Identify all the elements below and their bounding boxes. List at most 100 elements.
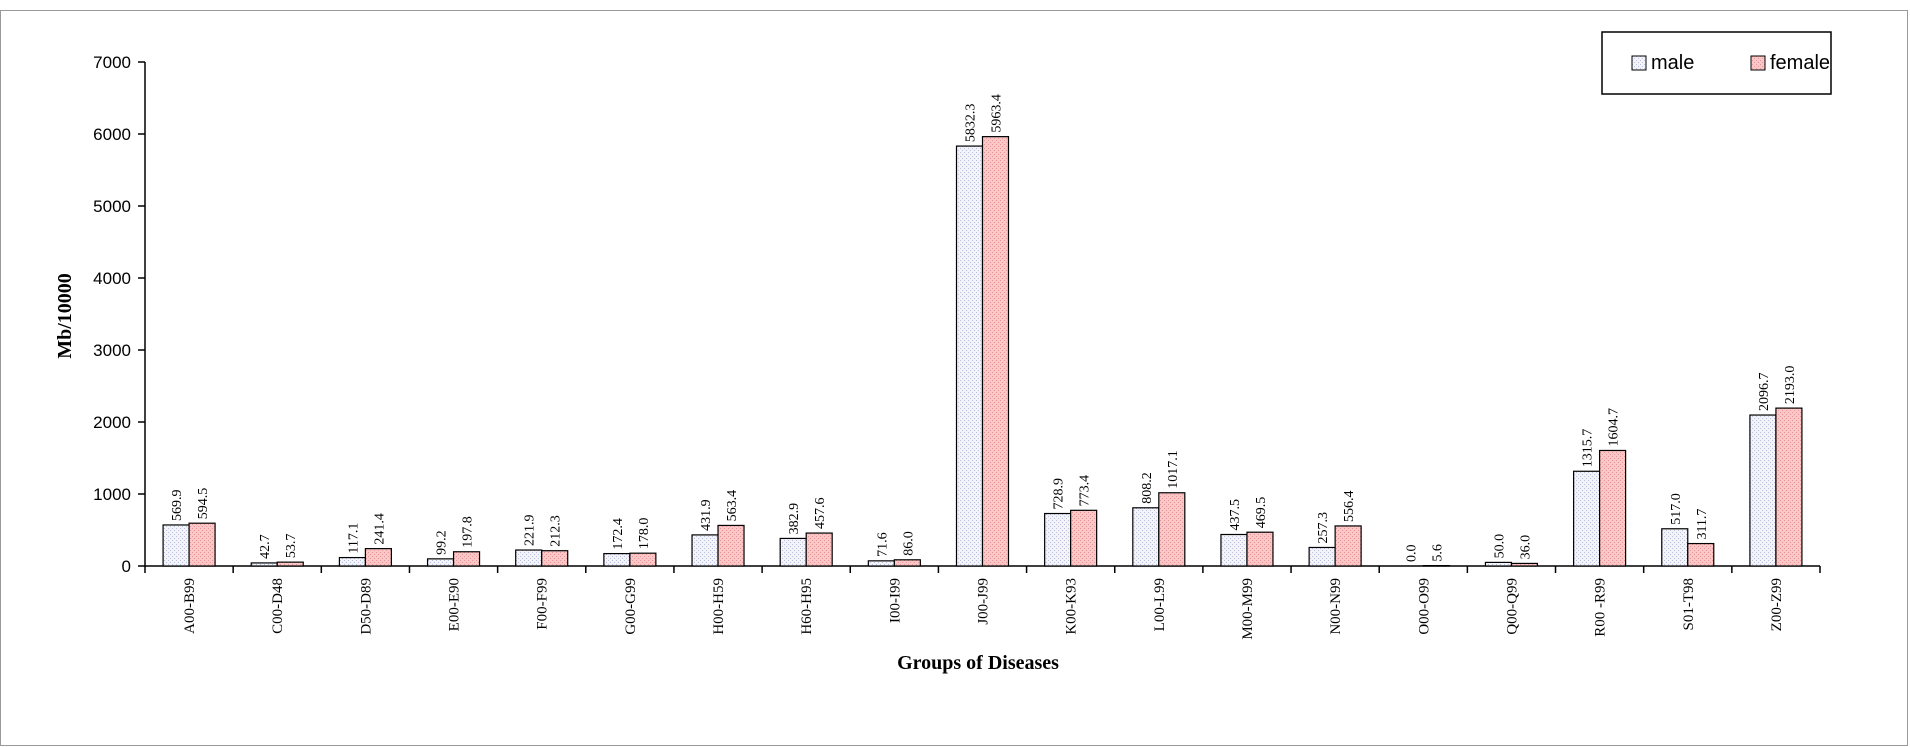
bar-male — [1220, 533, 1248, 567]
x-tick-label: G00-G99 — [623, 578, 639, 635]
x-tick-label: D50-D89 — [358, 578, 374, 635]
x-tick-label: F00-F99 — [535, 578, 551, 630]
x-tick-label: L00-L99 — [1152, 578, 1168, 631]
legend-label-female: female — [1770, 52, 1830, 74]
chart-frame — [0, 10, 1908, 746]
x-axis: A00-B99 C00-D48 D50-D89 E00-E90 F00-F99 G00-G… — [144, 565, 1821, 640]
data-label-female: 86.0 — [901, 531, 916, 556]
bar-female — [629, 552, 657, 567]
data-label-male: 42.7 — [258, 534, 273, 559]
y-axis: 0 1000 2000 3000 4000 5000 6000 7000 — [93, 53, 146, 576]
bar-male — [1661, 528, 1689, 567]
bar-male — [1132, 507, 1160, 567]
x-tick-label: N00-N99 — [1328, 578, 1344, 635]
bar-female — [188, 522, 216, 567]
bar-male — [162, 524, 190, 567]
data-label-female: 53.7 — [284, 534, 299, 559]
data-label-female: 556.4 — [1342, 490, 1357, 522]
bar-female — [805, 532, 833, 567]
bar-female — [981, 136, 1010, 567]
legend-swatch-male — [1631, 55, 1647, 71]
x-tick-label: H60-H95 — [799, 578, 815, 635]
x-tick-label: K00-K93 — [1064, 578, 1080, 635]
x-tick-label: H00-H59 — [711, 578, 727, 635]
data-label-female: 5.6 — [1430, 544, 1445, 562]
x-tick-label: R00 -R99 — [1593, 578, 1609, 637]
data-label-female: 1017.1 — [1166, 450, 1181, 489]
bar-male — [515, 549, 543, 567]
data-label-female: 457.6 — [813, 498, 828, 530]
y-tick-label: 4000 — [93, 269, 131, 288]
x-axis-title: Groups of Diseases — [897, 652, 1059, 674]
x-tick-label: E00-E90 — [447, 578, 463, 631]
data-label-female: 563.4 — [725, 490, 740, 522]
bars — [162, 136, 1803, 567]
x-tick-label: C00-D48 — [270, 578, 286, 634]
data-label-male: 257.3 — [1316, 512, 1331, 544]
data-label-female: 1604.7 — [1607, 408, 1622, 447]
bar-female — [1599, 449, 1627, 567]
data-label-male: 99.2 — [435, 530, 450, 555]
x-tick-label: M00-M99 — [1240, 578, 1256, 640]
data-label-female: 197.8 — [461, 516, 476, 548]
bar-male — [1484, 561, 1513, 567]
x-tick-label: S01-T98 — [1681, 578, 1697, 631]
y-axis-title: Mb/10000 — [54, 273, 76, 359]
data-label-male: 117.1 — [346, 523, 361, 554]
bar-female — [893, 559, 921, 567]
bar-male — [1308, 546, 1336, 567]
data-label-female: 212.3 — [549, 515, 564, 547]
data-label-male: 517.0 — [1669, 493, 1684, 525]
x-tick-label: J00-J99 — [976, 578, 992, 625]
data-label-male: 221.9 — [523, 515, 538, 547]
bar-female — [1687, 542, 1715, 567]
bar-male — [426, 558, 455, 567]
data-label-female: 594.5 — [196, 488, 211, 520]
bar-female — [717, 524, 745, 567]
data-label-male: 382.9 — [787, 503, 802, 535]
bar-female — [1775, 407, 1803, 567]
bar-male — [1573, 470, 1601, 567]
bar-female — [1070, 509, 1098, 567]
y-tick-label: 2000 — [93, 413, 131, 432]
y-tick-label: 7000 — [93, 53, 131, 72]
data-label-male: 1315.7 — [1581, 429, 1596, 468]
x-tick-label: O00-O99 — [1416, 578, 1432, 635]
data-label-male: 172.4 — [611, 518, 626, 550]
legend: male female — [1601, 31, 1832, 95]
bar-female — [1158, 492, 1186, 567]
y-tick-label: 6000 — [93, 125, 131, 144]
data-label-female: 178.0 — [637, 518, 652, 550]
y-tick-label: 5000 — [93, 197, 131, 216]
x-tick-label: I00-I99 — [887, 578, 903, 623]
data-label-male: 437.5 — [1228, 499, 1243, 531]
data-label-female: 2193.0 — [1783, 366, 1798, 405]
data-label-male: 0.0 — [1404, 545, 1419, 563]
bar-female — [1246, 531, 1274, 567]
data-label-male: 2096.7 — [1757, 373, 1772, 412]
bar-female — [276, 561, 304, 567]
bar-male — [779, 537, 807, 567]
bar-male — [250, 562, 278, 567]
data-label-male: 50.0 — [1492, 534, 1507, 559]
y-tick-label: 3000 — [93, 341, 131, 360]
bar-female — [364, 548, 392, 567]
data-label-female: 5963.4 — [990, 94, 1005, 133]
data-label-male: 5832.3 — [964, 104, 979, 143]
data-label-male: 431.9 — [699, 499, 714, 531]
bar-male — [338, 556, 366, 567]
y-tick-label: 0 — [122, 557, 131, 576]
y-tick-label: 1000 — [93, 485, 131, 504]
bar-female — [1510, 562, 1539, 567]
bar-male — [867, 560, 895, 567]
bar-male — [603, 552, 631, 567]
x-tick-label: Z00-Z99 — [1769, 578, 1785, 631]
data-label-female: 469.5 — [1254, 497, 1269, 529]
bar-male — [1044, 512, 1072, 567]
legend-swatch-female — [1750, 55, 1766, 71]
bar-male — [1749, 414, 1777, 567]
legend-label-male: male — [1651, 52, 1694, 74]
data-label-male: 728.9 — [1052, 478, 1067, 510]
bar-female — [541, 550, 569, 567]
